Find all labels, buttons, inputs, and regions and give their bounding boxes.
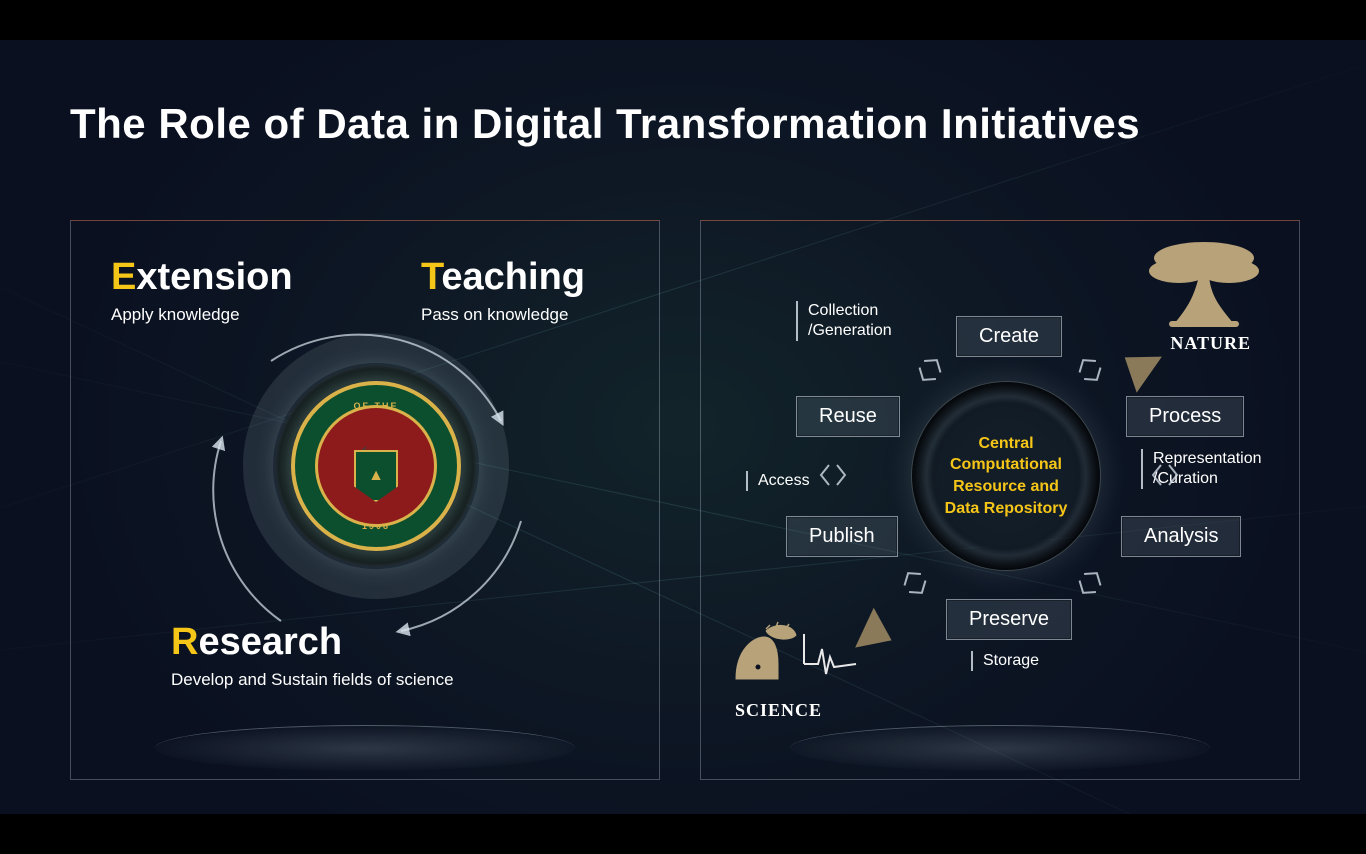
- hub-label: Central Computational Resource and Data …: [936, 406, 1076, 546]
- pillar-teaching-sub: Pass on knowledge: [421, 305, 585, 325]
- pillar-extension-sub: Apply knowledge: [111, 305, 293, 325]
- node-process: Process: [1126, 396, 1244, 437]
- node-create: Create: [956, 316, 1062, 357]
- panel-base-glow: [155, 725, 575, 771]
- pillar-teaching: Teaching Pass on knowledge: [421, 256, 585, 325]
- anno-access: Access: [746, 471, 826, 491]
- node-preserve: Preserve: [946, 599, 1072, 640]
- nature-label: NATURE: [1170, 333, 1251, 354]
- node-publish: Publish: [786, 516, 898, 557]
- pillar-research-sub: Develop and Sustain fields of science: [171, 670, 454, 690]
- cycle-arrow-icon: [819, 461, 847, 489]
- pillar-research: Research Develop and Sustain fields of s…: [171, 621, 454, 690]
- pillar-extension: Extension Apply knowledge: [111, 256, 293, 325]
- tree-icon: [1139, 236, 1269, 336]
- panel-base-glow: [790, 725, 1210, 771]
- left-panel: Extension Apply knowledge Teaching Pass …: [70, 220, 660, 780]
- university-seal-icon: OF THE 1908 🦅 ▲: [281, 371, 471, 561]
- nature-pointer-icon: [1112, 339, 1162, 392]
- pillar-extension-rest: xtension: [136, 256, 292, 298]
- pillar-teaching-rest: eaching: [441, 256, 585, 298]
- anno-collection: Collection/Generation: [796, 301, 906, 341]
- slide-title: The Role of Data in Digital Transformati…: [70, 100, 1140, 148]
- node-reuse: Reuse: [796, 396, 900, 437]
- science-label: SCIENCE: [735, 700, 822, 721]
- science-icon: [726, 619, 866, 694]
- slide-canvas: The Role of Data in Digital Transformati…: [0, 40, 1366, 814]
- right-panel: NATURE SCIENCE Central Computa: [700, 220, 1300, 780]
- pillar-research-rest: esearch: [198, 621, 342, 663]
- node-analysis: Analysis: [1121, 516, 1241, 557]
- anno-storage: Storage: [971, 651, 1061, 671]
- shield-icon: ▲: [354, 450, 398, 502]
- cycle-arrow-icon: [1151, 461, 1179, 489]
- pillar-teaching-initial: T: [421, 256, 441, 298]
- pillar-research-initial: R: [171, 621, 198, 663]
- pillar-extension-initial: E: [111, 256, 136, 298]
- data-lifecycle-hub: Central Computational Resource and Data …: [911, 381, 1101, 571]
